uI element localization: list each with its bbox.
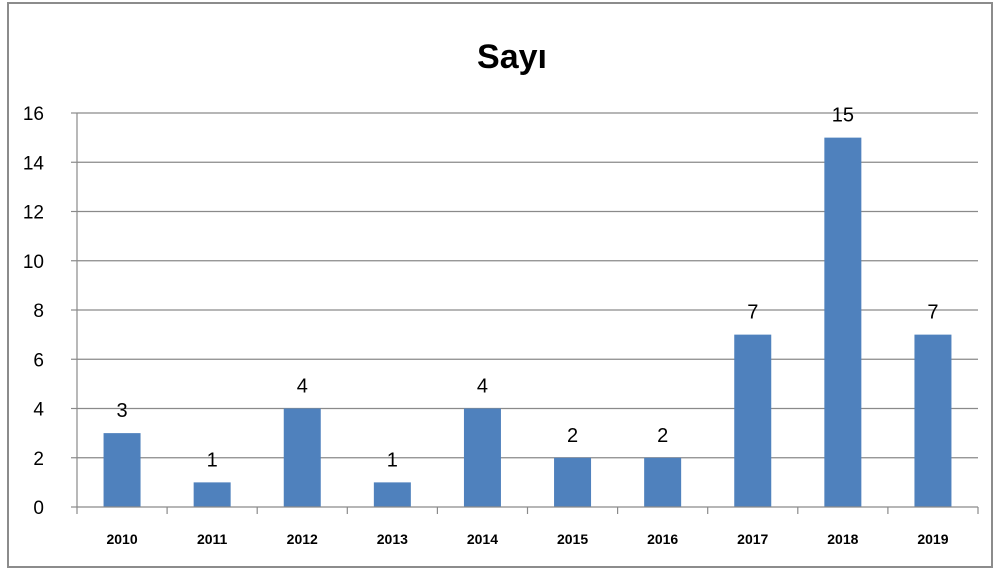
bar-2018: [824, 137, 862, 507]
data-label-2013: 1: [387, 449, 398, 471]
x-tick-label: 2016: [647, 531, 678, 547]
chart-title: Sayı: [477, 38, 547, 76]
x-tick-label: 2018: [827, 531, 858, 547]
data-label-2015: 2: [567, 425, 578, 447]
y-tick-label: 6: [33, 350, 44, 371]
y-tick-label: 12: [23, 203, 44, 224]
x-tick-label: 2015: [557, 531, 588, 547]
bar-2017: [734, 334, 772, 507]
y-tick-label: 0: [33, 498, 44, 519]
bar-2012: [283, 408, 321, 507]
bars: [103, 137, 952, 507]
y-tick-label: 2: [33, 449, 44, 470]
x-axis-tick-labels: 2010 2011 2012 2013 2014 2015 2016 2017 2018 2019: [106, 531, 948, 547]
x-axis: [76, 506, 979, 514]
y-tick-label: 4: [33, 400, 44, 421]
y-tick-label: 16: [23, 104, 44, 125]
bar-2010: [103, 433, 141, 507]
y-tick-label: 8: [33, 301, 44, 322]
data-label-2014: 4: [477, 376, 488, 398]
data-label-2010: 3: [116, 400, 127, 422]
data-label-2017: 7: [747, 302, 758, 324]
x-tick-label: 2019: [917, 531, 948, 547]
data-label-2011: 1: [207, 449, 218, 471]
bar-2016: [644, 457, 682, 507]
data-label-2012: 4: [297, 376, 308, 398]
data-label-2016: 2: [657, 425, 668, 447]
bar-2011: [193, 482, 231, 507]
y-tick-label: 10: [23, 252, 44, 273]
y-axis-tick-labels: 0 2 4 6 8 10 12 14 16: [23, 104, 77, 519]
bar-2015: [554, 457, 592, 507]
x-tick-label: 2011: [197, 531, 228, 547]
data-label-2019: 7: [927, 302, 938, 324]
bar-2019: [914, 334, 952, 507]
x-tick-label: 2013: [377, 531, 408, 547]
x-tick-label: 2010: [106, 531, 137, 547]
x-tick-label: 2012: [287, 531, 318, 547]
x-tick-label: 2017: [737, 531, 768, 547]
bar-2014: [463, 408, 501, 507]
x-tick-label: 2014: [467, 531, 498, 547]
bar-2013: [373, 482, 411, 507]
y-tick-label: 14: [23, 153, 45, 174]
data-label-2018: 15: [832, 105, 854, 127]
data-labels: 3 1 4 1 4 2 2 7 15 7: [116, 105, 938, 472]
